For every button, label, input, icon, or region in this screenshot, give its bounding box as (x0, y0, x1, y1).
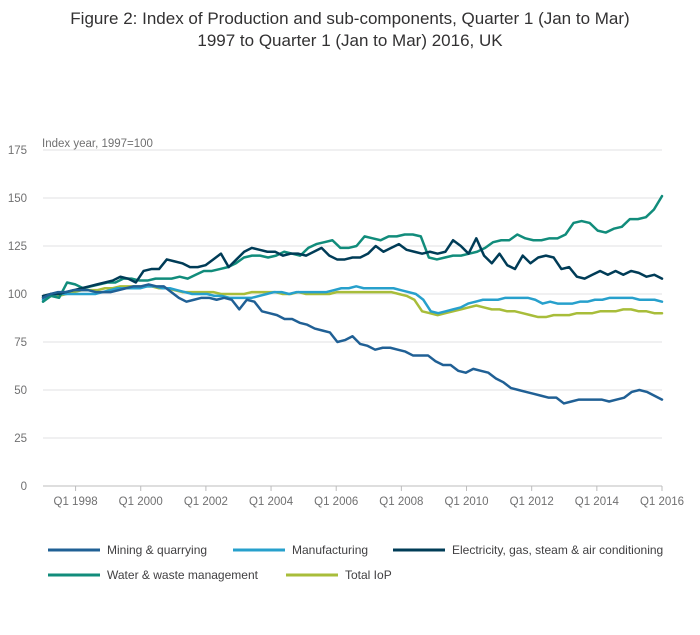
y-tick-label: 150 (8, 193, 27, 205)
legend-label: Mining & quarrying (107, 543, 207, 557)
y-tick-label: 175 (8, 145, 27, 157)
x-tick-label: Q1 2016 (640, 496, 684, 508)
legend-item-water-waste-management: Water & waste management (48, 568, 259, 582)
legend-item-mining-quarrying: Mining & quarrying (48, 543, 207, 557)
legend-label: Total IoP (345, 568, 392, 582)
x-tick-label: Q1 2000 (119, 496, 163, 508)
y-tick-label: 125 (8, 241, 27, 253)
x-tick-label: Q1 2012 (510, 496, 554, 508)
y-tick-label: 25 (14, 433, 27, 445)
x-tick-label: Q1 2010 (444, 496, 488, 508)
legend-label: Water & waste management (107, 568, 259, 582)
y-tick-label: 75 (14, 337, 27, 349)
chart-title: Figure 2: Index of Production and sub-co… (10, 8, 690, 52)
chart-title-line-1: Figure 2: Index of Production and sub-co… (70, 9, 630, 28)
y-tick-label: 100 (8, 289, 27, 301)
x-tick-label: Q1 2006 (314, 496, 358, 508)
series-line-manufacturing (41, 285, 664, 315)
x-tick-label: Q1 2014 (575, 496, 620, 508)
series-line-mining-quarrying (41, 283, 664, 405)
legend-item-manufacturing: Manufacturing (233, 543, 368, 557)
y-tick-label: 50 (14, 385, 27, 397)
x-tick-label: Q1 2008 (379, 496, 423, 508)
series-line-total-iop (41, 285, 664, 319)
series-line-electricity-gas-steam-air-conditioning (41, 237, 664, 298)
legend-label: Electricity, gas, steam & air conditioni… (452, 543, 663, 557)
legend-label: Manufacturing (292, 543, 368, 557)
x-tick-label: Q1 1998 (54, 496, 98, 508)
legend-item-electricity-gas-steam-air-conditioning: Electricity, gas, steam & air conditioni… (393, 543, 663, 557)
x-tick-label: Q1 2002 (184, 496, 228, 508)
chart-title-line-2: 1997 to Quarter 1 (Jan to Mar) 2016, UK (197, 31, 503, 50)
x-tick-label: Q1 2004 (249, 496, 294, 508)
series-line-water-waste-management (41, 194, 664, 303)
y-tick-label: 0 (21, 481, 27, 493)
legend-item-total-iop: Total IoP (286, 568, 392, 582)
y-axis-label: Index year, 1997=100 (42, 138, 153, 150)
